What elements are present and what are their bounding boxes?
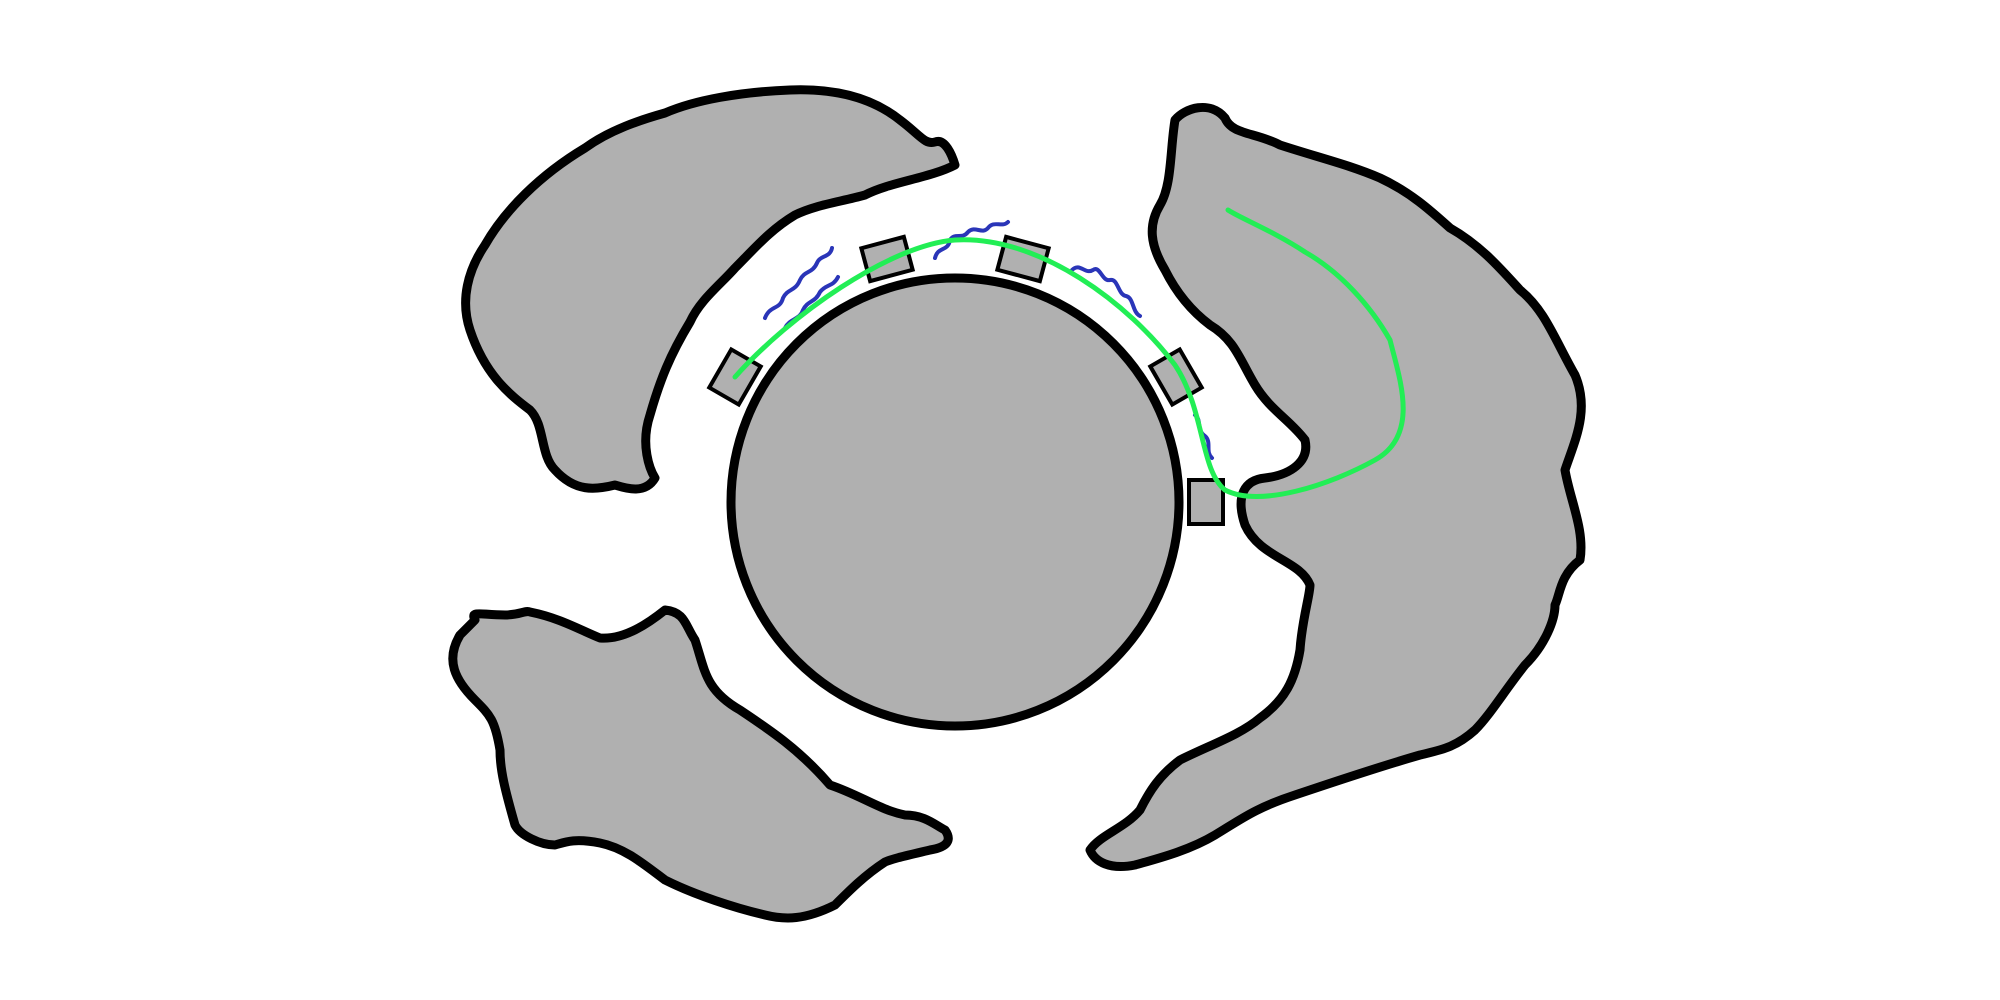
squiggle-4 <box>1070 265 1142 318</box>
square-5 <box>1187 478 1225 526</box>
squiggle-3 <box>933 220 1010 260</box>
upper-left-blob <box>461 85 960 494</box>
squiggle-1 <box>763 246 834 320</box>
lower-left-blob <box>448 605 953 923</box>
right-large-blob <box>1085 102 1586 871</box>
central-disc <box>726 273 1184 731</box>
square-4 <box>1147 346 1205 408</box>
curved-path <box>732 207 1406 499</box>
